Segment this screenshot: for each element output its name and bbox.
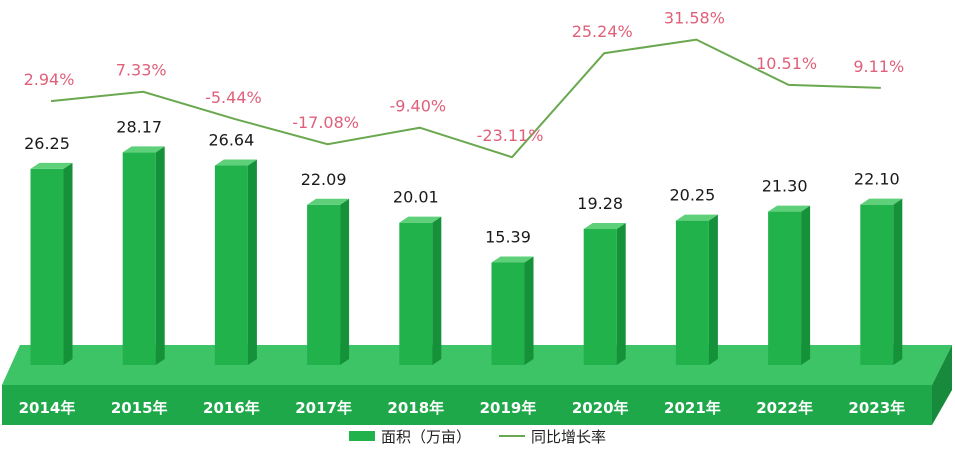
legend: 面积（万亩） 同比增长率 [0,425,955,447]
legend-item-growth: 同比增长率 [499,426,606,447]
growth-rate-label: 25.24% [572,22,633,41]
bar [583,222,626,365]
legend-bar-swatch [348,431,375,441]
bar-value-label: 20.01 [393,188,439,207]
base-platform-front [2,385,932,425]
growth-rate-label: 10.51% [756,54,817,73]
x-tick-label: 2017年 [295,399,352,417]
line-series [50,38,881,159]
bar-side [893,198,903,365]
bar-top [399,216,442,223]
bar-top [675,214,718,221]
bar-side [524,256,534,365]
bar-front [491,262,525,365]
x-tick-label: 2022年 [756,399,813,417]
bar [122,146,165,365]
bar-value-label: 22.10 [854,170,900,189]
bar-value-label: 19.28 [577,194,623,213]
base-platform-side [932,345,952,425]
bar [307,198,350,365]
bar-value-label: 22.09 [301,170,347,189]
bar-top [122,146,165,153]
x-tick-label: 2014年 [19,399,76,417]
bar-front [122,152,156,365]
bar-top [768,205,811,212]
bar [675,214,718,365]
bar-front [583,228,617,365]
bar-side [432,216,442,365]
bar-value-label: 26.64 [208,131,254,150]
bar [768,205,811,365]
growth-rate-label: -9.40% [389,97,446,116]
bar-side [63,162,73,365]
bar [214,159,257,365]
bar-side [340,198,350,365]
bar-side [155,146,165,365]
bar [399,216,442,365]
x-tick-label: 2023年 [848,399,905,417]
growth-rate-labels: 2.94% 7.33% -5.44% -17.08% -9.40% -23.11% 25.2… [24,9,905,146]
bar-value-label: 26.25 [24,134,70,153]
x-tick-label: 2015年 [111,399,168,417]
bar-value-label: 15.39 [485,228,531,247]
bar-front [860,204,894,365]
x-tick-label: 2019年 [480,399,537,417]
legend-item-area: 面积（万亩） [348,426,471,447]
x-tick-label: 2020年 [572,399,629,417]
growth-rate-line [50,38,881,159]
x-tick-label: 2016年 [203,399,260,417]
bar-front [675,220,709,365]
bar-front [214,165,248,365]
growth-rate-label: 2.94% [24,70,75,89]
growth-rate-label: -23.11% [477,126,544,145]
bar-side [247,159,257,365]
growth-rate-label: 9.11% [853,57,904,76]
x-tick-label: 2021年 [664,399,721,417]
bar [491,256,534,365]
bar-side [708,214,718,365]
bar-front [768,211,802,365]
bar-value-label: 21.30 [762,177,808,196]
bar-front [399,222,433,365]
growth-rate-label: 31.58% [664,9,725,28]
bar-top [307,198,350,205]
bar-series [30,146,903,365]
growth-rate-label: 7.33% [116,61,167,80]
growth-rate-label: -5.44% [205,88,262,107]
bar-top [30,162,73,169]
bar-top [214,159,257,166]
bar [860,198,903,365]
bar-side [801,205,811,365]
bar-top [583,222,626,229]
bar-top [860,198,903,205]
bar-front [307,204,341,365]
legend-line-label: 同比增长率 [531,427,607,446]
bar-side [616,222,626,365]
bar-value-label: 28.17 [116,117,162,136]
bar-top [491,256,534,263]
x-axis-tick-labels: 2014年 2015年 2016年 2017年 2018年 2019年 2020年 2021年… [19,399,906,417]
growth-rate-label: -17.08% [292,113,359,132]
bar-value-label: 20.25 [669,186,715,205]
bar-front [30,168,64,365]
legend-bar-label: 面积（万亩） [380,427,471,446]
bar-value-labels: 26.25 28.17 26.64 22.09 20.01 15.39 19.28 20.25… [24,117,900,246]
bar [30,162,73,365]
legend-line-swatch [499,435,525,437]
x-tick-label: 2018年 [387,399,444,417]
